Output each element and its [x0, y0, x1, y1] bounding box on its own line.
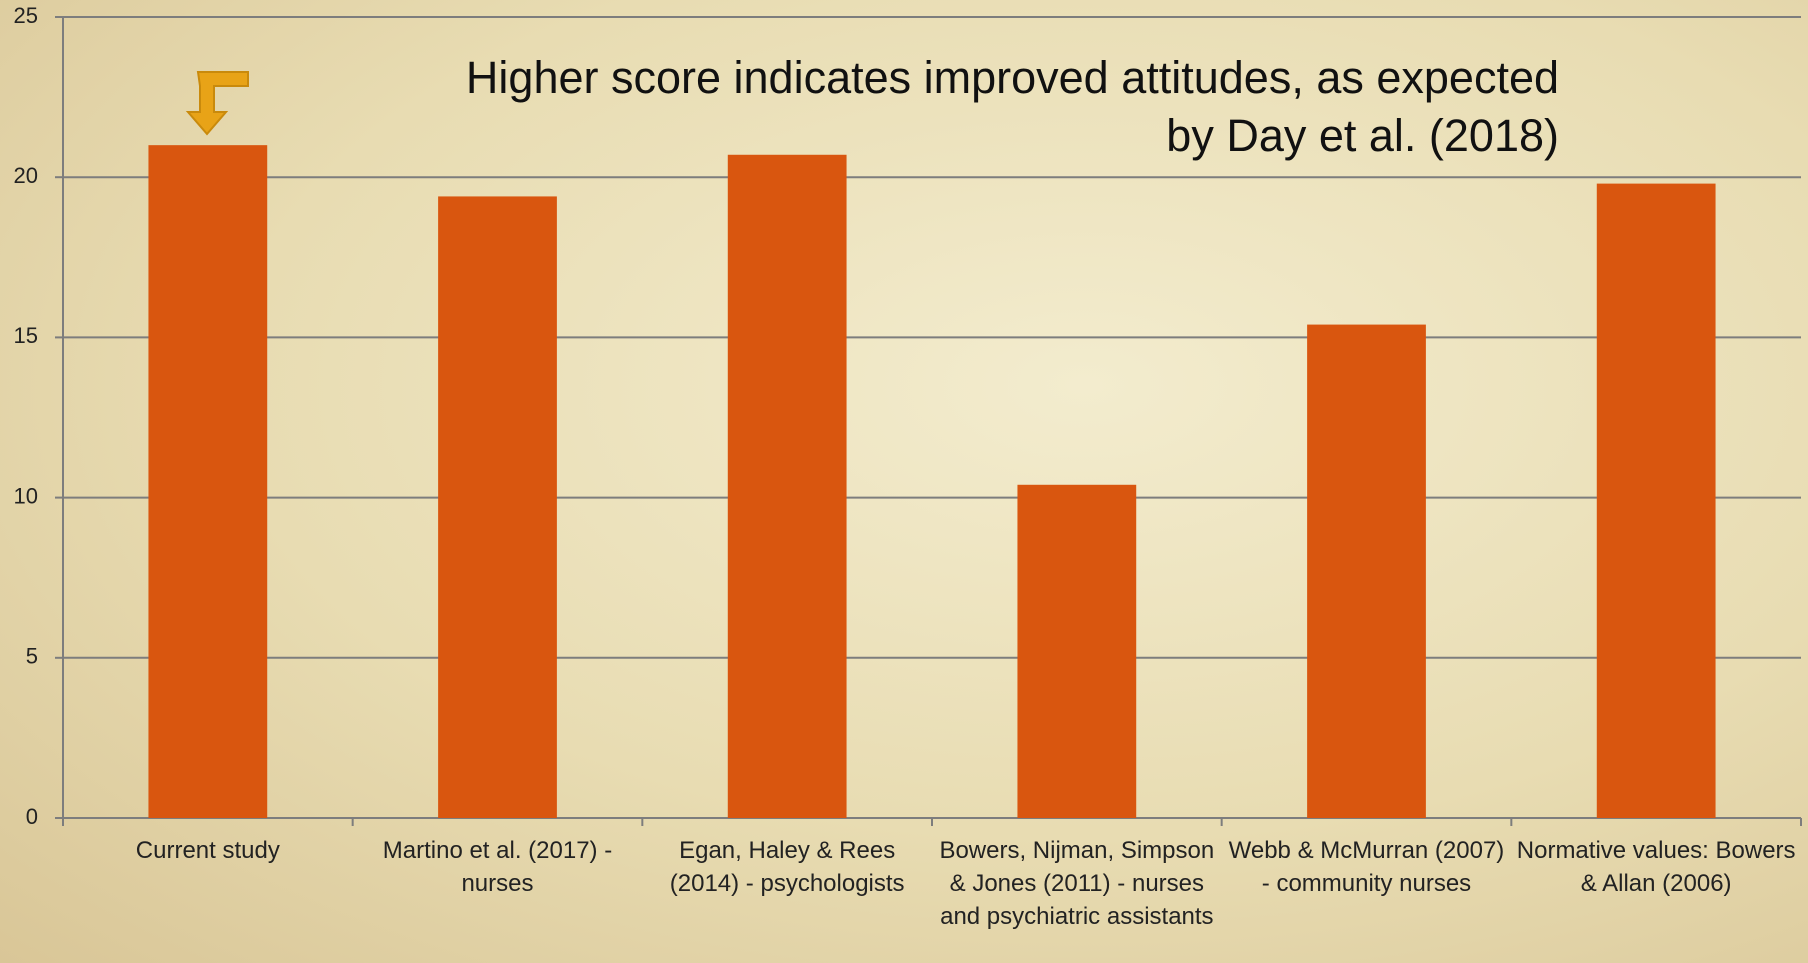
annotation: by Day et al. (2018): [1166, 110, 1559, 161]
y-tick-label: 25: [14, 3, 38, 28]
bar: [1307, 324, 1426, 818]
y-tick-label: 10: [14, 483, 38, 508]
x-tick-label: Webb & McMurran (2007) - community nurse…: [1228, 837, 1505, 897]
x-tick-label: Bowers, Nijman, Simpson & Jones (2011) -…: [939, 837, 1215, 930]
x-tick-label: Current study: [135, 837, 280, 864]
bar: [1596, 183, 1716, 818]
bar: [727, 154, 847, 819]
y-tick-label: 20: [14, 163, 38, 188]
x-tick-label: Martino et al. (2017) - nurses: [382, 837, 613, 897]
bar: [1017, 484, 1137, 818]
y-tick-label: 15: [14, 323, 38, 348]
bar: [148, 145, 268, 818]
y-tick-label: 5: [26, 644, 38, 669]
x-tick-label: Egan, Haley & Rees (2014) - psychologist…: [669, 837, 905, 897]
y-tick-label: 0: [26, 804, 38, 829]
arrow-icon: [185, 71, 249, 136]
x-tick-label: Normative values: Bowers & Allan (2006): [1516, 837, 1796, 897]
bar: [438, 196, 557, 818]
annotation: Higher score indicates improved attitude…: [465, 52, 1559, 103]
